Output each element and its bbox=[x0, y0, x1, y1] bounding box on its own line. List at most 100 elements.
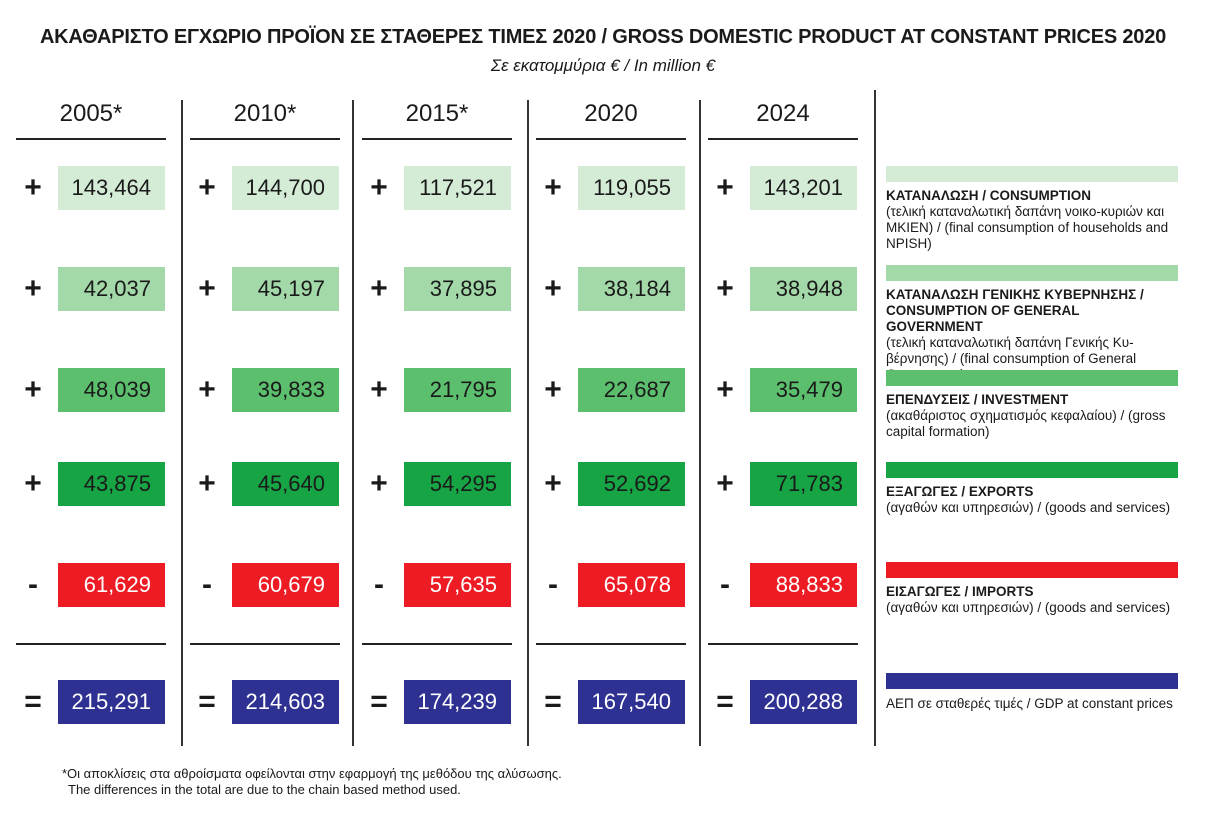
value-cell: 215,291 bbox=[58, 680, 165, 724]
operator-sign: = bbox=[544, 685, 562, 718]
value-cell: 43,875 bbox=[58, 462, 165, 506]
legend-description: ΑΕΠ σε σταθερές τιμές / GDP at constant … bbox=[886, 696, 1173, 711]
legend-entry: ΕΠΕΝΔΥΣΕΙΣ / INVESTMENT (ακαθάριστος σχημ… bbox=[886, 392, 1178, 440]
operator-sign: = bbox=[716, 685, 734, 718]
operator-sign: = bbox=[370, 685, 388, 718]
operator-sign: + bbox=[24, 272, 42, 305]
column-divider bbox=[874, 90, 876, 746]
operator-sign: + bbox=[370, 272, 388, 305]
footnote-greek: *Οι αποκλίσεις στα αθροίσματα οφείλονται… bbox=[62, 766, 562, 781]
footnote: *Οι αποκλίσεις στα αθροίσματα οφείλονται… bbox=[62, 766, 562, 798]
column-divider bbox=[181, 100, 183, 746]
operator-sign: + bbox=[544, 373, 562, 406]
value-cell: 88,833 bbox=[750, 563, 857, 607]
legend-entry: ΚΑΤΑΝΑΛΩΣΗ / CONSUMPTION (τελική καταναλω… bbox=[886, 188, 1178, 252]
year-header: 2020 bbox=[584, 100, 638, 127]
value-cell: 200,288 bbox=[750, 680, 857, 724]
header-underline bbox=[190, 138, 340, 140]
footnote-english: The differences in the total are due to … bbox=[68, 782, 461, 797]
legend-title: ΚΑΤΑΝΑΛΩΣΗ / CONSUMPTION bbox=[886, 188, 1092, 203]
operator-sign: - bbox=[720, 568, 730, 601]
operator-sign: + bbox=[544, 171, 562, 204]
legend-swatch bbox=[886, 370, 1178, 386]
value-cell: 65,078 bbox=[578, 563, 685, 607]
value-cell: 117,521 bbox=[404, 166, 511, 210]
value-cell: 39,833 bbox=[232, 368, 339, 412]
operator-sign: + bbox=[198, 171, 216, 204]
total-separator bbox=[190, 643, 340, 645]
year-header: 2010* bbox=[233, 100, 297, 127]
column-divider bbox=[699, 100, 701, 746]
operator-sign: = bbox=[24, 685, 42, 718]
total-separator bbox=[708, 643, 858, 645]
legend-title: ΕΞΑΓΩΓΕΣ / EXPORTS bbox=[886, 484, 1034, 499]
column-divider bbox=[527, 100, 529, 746]
operator-sign: + bbox=[24, 467, 42, 500]
legend-swatch bbox=[886, 562, 1178, 578]
operator-sign: + bbox=[544, 467, 562, 500]
total-separator bbox=[362, 643, 512, 645]
value-cell: 45,197 bbox=[232, 267, 339, 311]
operator-sign: - bbox=[374, 568, 384, 601]
legend-description: (τελική καταναλωτική δαπάνη Γενικής Κυ-β… bbox=[886, 335, 1137, 382]
total-separator bbox=[536, 643, 686, 645]
legend-swatch bbox=[886, 462, 1178, 478]
column-divider bbox=[352, 100, 354, 746]
value-cell: 22,687 bbox=[578, 368, 685, 412]
operator-sign: + bbox=[716, 467, 734, 500]
value-cell: 174,239 bbox=[404, 680, 511, 724]
year-header: 2005* bbox=[59, 100, 123, 127]
value-cell: 37,895 bbox=[404, 267, 511, 311]
legend-swatch bbox=[886, 265, 1178, 281]
value-cell: 61,629 bbox=[58, 563, 165, 607]
legend-description: (αγαθών και υπηρεσιών) / (goods and serv… bbox=[886, 500, 1171, 515]
value-cell: 21,795 bbox=[404, 368, 511, 412]
legend-title: ΚΑΤΑΝΑΛΩΣΗ ΓΕΝΙΚΗΣ ΚΥΒΕΡΝΗΣΗΣ / CONSUMPT… bbox=[886, 287, 1144, 334]
operator-sign: + bbox=[716, 272, 734, 305]
legend-swatch bbox=[886, 166, 1178, 182]
operator-sign: = bbox=[198, 685, 216, 718]
value-cell: 42,037 bbox=[58, 267, 165, 311]
value-cell: 38,184 bbox=[578, 267, 685, 311]
value-cell: 57,635 bbox=[404, 563, 511, 607]
value-cell: 35,479 bbox=[750, 368, 857, 412]
operator-sign: + bbox=[716, 171, 734, 204]
value-cell: 119,055 bbox=[578, 166, 685, 210]
header-underline bbox=[16, 138, 166, 140]
operator-sign: + bbox=[198, 272, 216, 305]
operator-sign: + bbox=[198, 467, 216, 500]
legend-entry: ΕΙΣΑΓΩΓΕΣ / IMPORTS (αγαθών και υπηρεσιών… bbox=[886, 584, 1178, 616]
legend-description: (τελική καταναλωτική δαπάνη νοικο-κυριών… bbox=[886, 204, 1169, 251]
operator-sign: + bbox=[198, 373, 216, 406]
legend-description: (ακαθάριστος σχηματισμός κεφαλαίου) / (g… bbox=[886, 408, 1166, 439]
value-cell: 143,464 bbox=[58, 166, 165, 210]
legend-title: ΕΙΣΑΓΩΓΕΣ / IMPORTS bbox=[886, 584, 1034, 599]
operator-sign: - bbox=[202, 568, 212, 601]
legend-description: (αγαθών και υπηρεσιών) / (goods and serv… bbox=[886, 600, 1171, 615]
legend-entry: ΕΞΑΓΩΓΕΣ / EXPORTS (αγαθών και υπηρεσιών)… bbox=[886, 484, 1178, 516]
legend-swatch bbox=[886, 673, 1178, 689]
value-cell: 71,783 bbox=[750, 462, 857, 506]
legend-entry: ΚΑΤΑΝΑΛΩΣΗ ΓΕΝΙΚΗΣ ΚΥΒΕΡΝΗΣΗΣ / CONSUMPT… bbox=[886, 287, 1178, 383]
operator-sign: + bbox=[370, 373, 388, 406]
value-cell: 214,603 bbox=[232, 680, 339, 724]
chart-subtitle: Σε εκατομμύρια € / In million € bbox=[490, 56, 716, 75]
year-header: 2015* bbox=[405, 100, 469, 127]
value-cell: 167,540 bbox=[578, 680, 685, 724]
value-cell: 48,039 bbox=[58, 368, 165, 412]
value-cell: 52,692 bbox=[578, 462, 685, 506]
legend-title: ΕΠΕΝΔΥΣΕΙΣ / INVESTMENT bbox=[886, 392, 1069, 407]
value-cell: 45,640 bbox=[232, 462, 339, 506]
value-cell: 144,700 bbox=[232, 166, 339, 210]
value-cell: 143,201 bbox=[750, 166, 857, 210]
header-underline bbox=[362, 138, 512, 140]
year-header: 2024 bbox=[756, 100, 810, 127]
operator-sign: + bbox=[24, 171, 42, 204]
operator-sign: - bbox=[28, 568, 38, 601]
operator-sign: + bbox=[24, 373, 42, 406]
header-underline bbox=[536, 138, 686, 140]
value-cell: 38,948 bbox=[750, 267, 857, 311]
chart-title: ΑΚΑΘΑΡΙΣΤΟ ΕΓΧΩΡΙΟ ΠΡΟΪΟΝ ΣΕ ΣΤΑΘΕΡΕΣ ΤΙ… bbox=[39, 26, 1167, 48]
operator-sign: - bbox=[548, 568, 558, 601]
total-separator bbox=[16, 643, 166, 645]
